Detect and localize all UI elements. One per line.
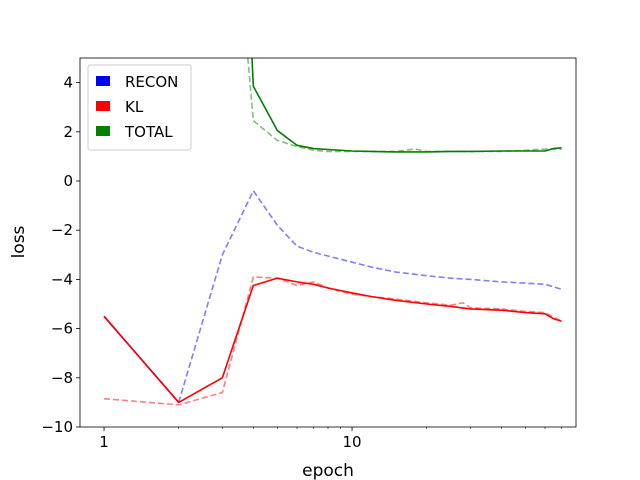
plot-series: [103, 58, 562, 406]
legend-label-total: TOTAL: [124, 123, 173, 141]
y-axis-label: loss: [9, 225, 29, 258]
axis-ticks: −10 −8 −6 −4 −2 0 2 4 1 10: [41, 74, 562, 451]
y-tick-label: −2: [51, 221, 73, 239]
legend-swatch-kl: [96, 101, 110, 111]
legend: RECON KL TOTAL: [87, 64, 192, 151]
y-tick-label: −10: [41, 418, 73, 436]
series-line-recon-dashed: [177, 190, 562, 403]
series-line-total-solid: [251, 58, 562, 153]
legend-swatch-recon: [96, 76, 110, 86]
x-axis-label: epoch: [302, 461, 354, 480]
x-tick-label: 1: [99, 433, 109, 451]
y-tick-label: 4: [63, 74, 73, 92]
legend-label-recon: RECON: [125, 73, 178, 91]
y-tick-label: 0: [63, 172, 73, 190]
y-tick-label: −6: [51, 320, 73, 338]
x-tick-label: 10: [342, 433, 361, 451]
y-tick-label: −4: [51, 270, 73, 288]
legend-box: [87, 64, 192, 151]
legend-label-kl: KL: [125, 98, 144, 116]
legend-swatch-total: [96, 126, 110, 136]
y-tick-label: 2: [63, 123, 73, 141]
y-tick-label: −8: [51, 369, 73, 387]
series-line-kl-solid: [103, 277, 562, 404]
